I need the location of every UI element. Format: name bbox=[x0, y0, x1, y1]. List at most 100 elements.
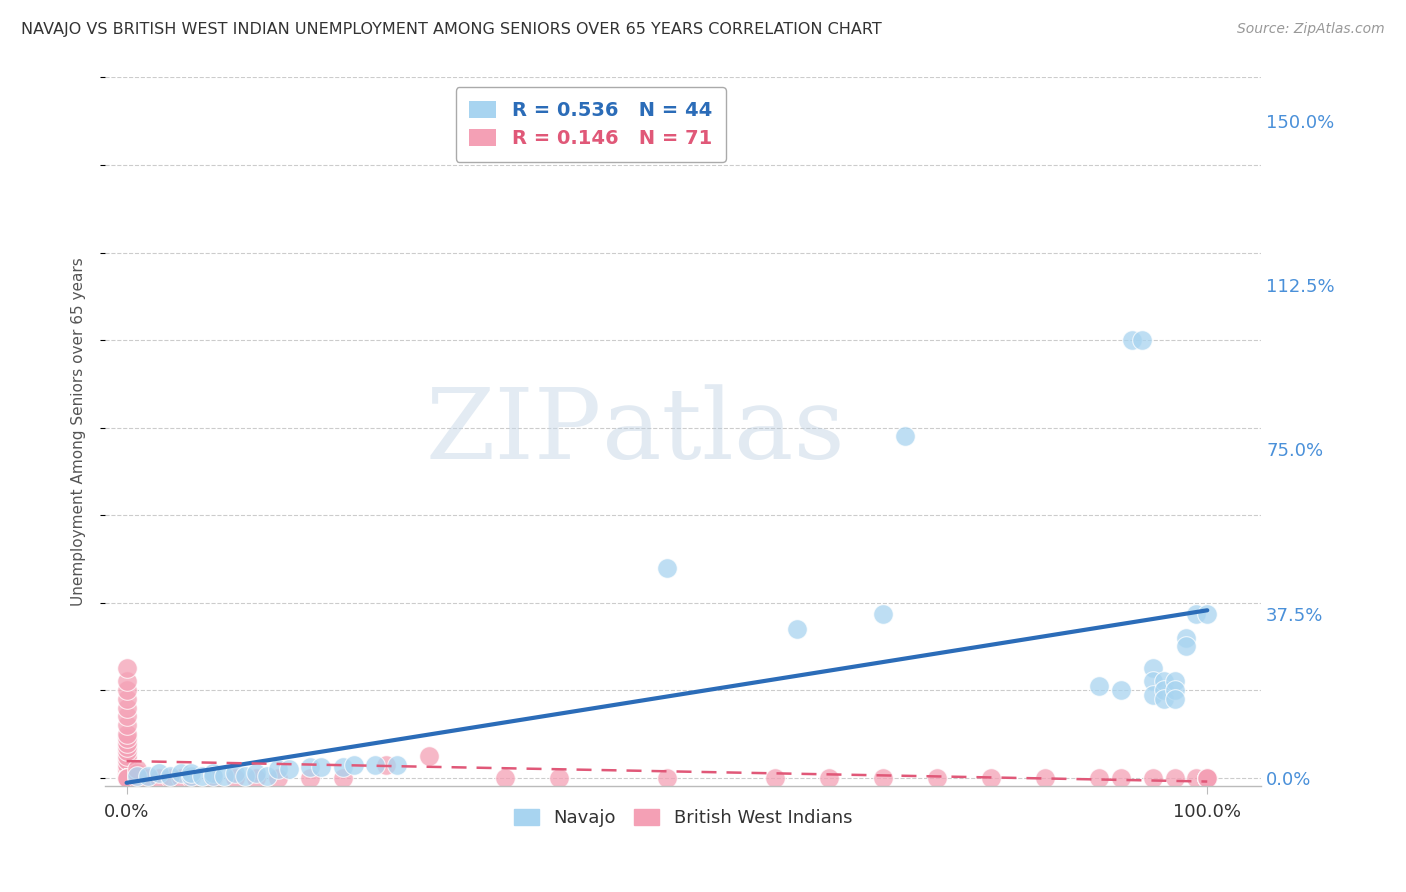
British West Indians bbox=[267, 771, 290, 785]
British West Indians bbox=[115, 771, 138, 785]
British West Indians bbox=[1197, 771, 1219, 785]
British West Indians bbox=[115, 771, 138, 785]
British West Indians bbox=[115, 771, 138, 785]
Legend: Navajo, British West Indians: Navajo, British West Indians bbox=[506, 802, 859, 834]
British West Indians bbox=[115, 771, 138, 785]
Navajo bbox=[245, 766, 267, 780]
British West Indians bbox=[115, 727, 138, 741]
British West Indians bbox=[115, 692, 138, 706]
British West Indians bbox=[925, 771, 948, 785]
British West Indians bbox=[180, 771, 202, 785]
British West Indians bbox=[115, 766, 138, 780]
Navajo bbox=[1142, 688, 1164, 702]
Navajo bbox=[1153, 683, 1175, 698]
Navajo bbox=[148, 766, 170, 780]
British West Indians bbox=[1185, 771, 1208, 785]
Navajo bbox=[1164, 674, 1187, 689]
Navajo bbox=[1153, 692, 1175, 706]
Navajo bbox=[136, 768, 159, 782]
Navajo bbox=[235, 768, 257, 782]
British West Indians bbox=[763, 771, 786, 785]
Navajo bbox=[655, 560, 678, 574]
Navajo bbox=[256, 768, 278, 782]
Navajo bbox=[1174, 631, 1197, 645]
British West Indians bbox=[1197, 771, 1219, 785]
Navajo bbox=[159, 768, 181, 782]
British West Indians bbox=[115, 771, 138, 785]
Navajo bbox=[786, 622, 808, 636]
Navajo bbox=[385, 757, 408, 772]
Navajo bbox=[1197, 607, 1219, 621]
British West Indians bbox=[115, 771, 138, 785]
British West Indians bbox=[299, 771, 322, 785]
British West Indians bbox=[159, 771, 181, 785]
Navajo bbox=[212, 768, 235, 782]
British West Indians bbox=[115, 771, 138, 785]
Navajo bbox=[1164, 683, 1187, 698]
British West Indians bbox=[115, 762, 138, 776]
British West Indians bbox=[245, 771, 267, 785]
Text: atlas: atlas bbox=[602, 384, 845, 480]
British West Indians bbox=[115, 771, 138, 785]
British West Indians bbox=[418, 748, 440, 763]
British West Indians bbox=[375, 757, 398, 772]
British West Indians bbox=[115, 771, 138, 785]
Navajo bbox=[1109, 683, 1132, 698]
British West Indians bbox=[115, 766, 138, 780]
British West Indians bbox=[115, 700, 138, 714]
British West Indians bbox=[818, 771, 841, 785]
British West Indians bbox=[115, 683, 138, 698]
British West Indians bbox=[872, 771, 894, 785]
British West Indians bbox=[115, 748, 138, 763]
Navajo bbox=[1174, 640, 1197, 654]
British West Indians bbox=[127, 762, 149, 776]
British West Indians bbox=[115, 736, 138, 750]
British West Indians bbox=[115, 771, 138, 785]
Navajo bbox=[1142, 674, 1164, 689]
British West Indians bbox=[115, 771, 138, 785]
British West Indians bbox=[115, 661, 138, 675]
British West Indians bbox=[115, 771, 138, 785]
Navajo bbox=[180, 766, 202, 780]
Navajo bbox=[169, 766, 191, 780]
Navajo bbox=[1088, 679, 1111, 693]
British West Indians bbox=[127, 766, 149, 780]
British West Indians bbox=[115, 731, 138, 746]
British West Indians bbox=[115, 718, 138, 732]
British West Indians bbox=[1164, 771, 1187, 785]
Navajo bbox=[1132, 333, 1154, 347]
British West Indians bbox=[115, 771, 138, 785]
Navajo bbox=[1164, 692, 1187, 706]
British West Indians bbox=[115, 744, 138, 758]
British West Indians bbox=[224, 771, 246, 785]
British West Indians bbox=[1142, 771, 1164, 785]
British West Indians bbox=[494, 771, 516, 785]
Navajo bbox=[191, 768, 214, 782]
Navajo bbox=[1153, 674, 1175, 689]
British West Indians bbox=[115, 771, 138, 785]
Navajo bbox=[364, 757, 387, 772]
Navajo bbox=[1185, 607, 1208, 621]
Navajo bbox=[267, 762, 290, 776]
Text: Source: ZipAtlas.com: Source: ZipAtlas.com bbox=[1237, 22, 1385, 37]
British West Indians bbox=[136, 771, 159, 785]
Navajo bbox=[872, 607, 894, 621]
British West Indians bbox=[148, 771, 170, 785]
British West Indians bbox=[655, 771, 678, 785]
Text: NAVAJO VS BRITISH WEST INDIAN UNEMPLOYMENT AMONG SENIORS OVER 65 YEARS CORRELATI: NAVAJO VS BRITISH WEST INDIAN UNEMPLOYME… bbox=[21, 22, 882, 37]
Navajo bbox=[332, 760, 354, 774]
Navajo bbox=[1121, 333, 1143, 347]
British West Indians bbox=[1088, 771, 1111, 785]
British West Indians bbox=[980, 771, 1002, 785]
British West Indians bbox=[115, 757, 138, 772]
Y-axis label: Unemployment Among Seniors over 65 years: Unemployment Among Seniors over 65 years bbox=[72, 258, 86, 607]
British West Indians bbox=[127, 771, 149, 785]
British West Indians bbox=[1197, 771, 1219, 785]
Navajo bbox=[893, 429, 915, 443]
British West Indians bbox=[115, 771, 138, 785]
British West Indians bbox=[115, 771, 138, 785]
Navajo bbox=[299, 760, 322, 774]
Navajo bbox=[127, 768, 149, 782]
Navajo bbox=[180, 768, 202, 782]
British West Indians bbox=[115, 762, 138, 776]
